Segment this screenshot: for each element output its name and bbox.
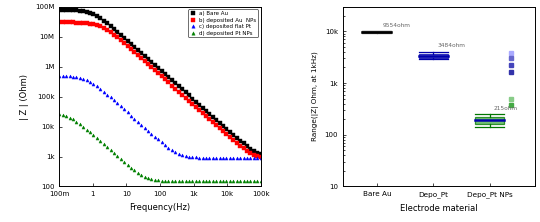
a) Bare Au: [258, 153, 264, 155]
Legend: a) Bare Au, b) deposited Au  NPs, c) deposited flat Pt, d) deposited Pt NPs: a) Bare Au, b) deposited Au NPs, c) depo…: [188, 10, 258, 38]
c) deposited flat Pt: [56, 74, 63, 77]
a) Bare Au: [90, 13, 97, 16]
Text: 3484ohm: 3484ohm: [438, 43, 465, 48]
b) deposited Au  NPs: [90, 23, 97, 26]
d) deposited Pt NPs: [258, 180, 264, 182]
d) deposited Pt NPs: [90, 134, 97, 137]
Line: b) deposited Au  NPs: b) deposited Au NPs: [58, 21, 262, 159]
a) Bare Au: [56, 8, 63, 11]
a) Bare Au: [107, 25, 114, 27]
d) deposited Pt NPs: [107, 149, 114, 152]
c) deposited flat Pt: [90, 83, 97, 85]
Y-axis label: Range(|Z| Ohm, at 1kHz): Range(|Z| Ohm, at 1kHz): [312, 52, 319, 141]
a) Bare Au: [114, 30, 120, 33]
Text: 9554ohm: 9554ohm: [382, 23, 410, 28]
Line: c) deposited flat Pt: c) deposited flat Pt: [58, 74, 262, 159]
Bar: [362, 31, 392, 32]
X-axis label: Frequency(Hz): Frequency(Hz): [130, 203, 191, 212]
d) deposited Pt NPs: [121, 161, 127, 164]
c) deposited flat Pt: [121, 108, 127, 111]
Y-axis label: | Z | (Ohm): | Z | (Ohm): [21, 73, 30, 120]
a) Bare Au: [124, 39, 131, 42]
b) deposited Au  NPs: [107, 31, 114, 34]
X-axis label: Electrode material: Electrode material: [400, 204, 477, 213]
b) deposited Au  NPs: [124, 45, 131, 48]
Bar: [418, 54, 448, 58]
Line: a) Bare Au: a) Bare Au: [58, 8, 262, 156]
a) Bare Au: [121, 36, 127, 39]
c) deposited flat Pt: [258, 157, 264, 159]
c) deposited flat Pt: [124, 111, 131, 114]
b) deposited Au  NPs: [121, 42, 127, 44]
d) deposited Pt NPs: [124, 164, 131, 166]
b) deposited Au  NPs: [114, 36, 120, 39]
d) deposited Pt NPs: [56, 113, 63, 115]
a) Bare Au: [183, 91, 189, 94]
b) deposited Au  NPs: [56, 21, 63, 24]
c) deposited flat Pt: [183, 155, 189, 157]
c) deposited flat Pt: [114, 102, 120, 105]
d) deposited Pt NPs: [114, 155, 120, 158]
Bar: [475, 117, 504, 124]
c) deposited flat Pt: [107, 96, 114, 99]
b) deposited Au  NPs: [183, 96, 189, 99]
b) deposited Au  NPs: [258, 156, 264, 158]
d) deposited Pt NPs: [183, 180, 189, 182]
Text: 215ohm: 215ohm: [494, 106, 518, 111]
Line: d) deposited Pt NPs: d) deposited Pt NPs: [58, 113, 262, 183]
